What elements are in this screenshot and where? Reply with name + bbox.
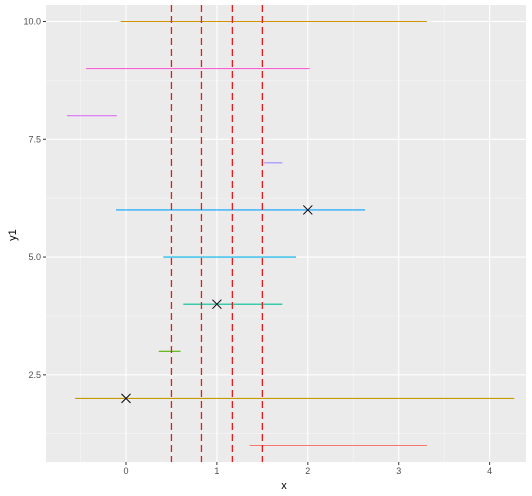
cross-stroke [212,299,222,310]
x-axis-ticks: 0 1 2 3 4 [123,462,492,476]
x-tick-label: 3 [396,466,401,476]
y-tick-label: 10.0 [23,16,41,26]
x-tick-label: 0 [123,466,128,476]
plot-panel [46,5,526,462]
x-tick-label: 1 [214,466,219,476]
cross-point-2 [212,299,222,310]
x-tick-label: 2 [305,466,310,476]
cross-point-1 [121,393,131,404]
y-tick-label: 2.5 [28,370,41,380]
y-axis-ticks: 2.5 5.0 7.5 10.0 [23,16,46,380]
cross-stroke [121,393,131,404]
y-axis-title: y1 [7,229,19,241]
y-tick-label: 7.5 [28,134,41,144]
x-tick-label: 4 [487,466,492,476]
cross-stroke [302,205,313,215]
y-tick-label: 5.0 [28,252,41,262]
x-axis-title: x [281,480,287,492]
panel-background [46,5,526,462]
cross-point-3 [302,205,313,215]
